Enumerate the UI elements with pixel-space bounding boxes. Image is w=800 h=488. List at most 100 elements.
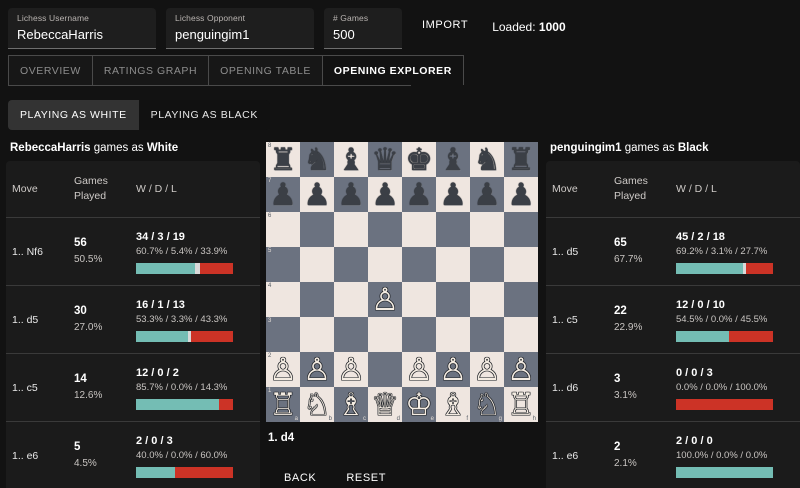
board-square-c2[interactable]: ♙ — [334, 352, 368, 387]
table-row[interactable]: 1.. d6 3 3.1% 0 / 0 / 3 0.0% / 0.0% / 100.0% — [546, 353, 800, 421]
white-pawn-icon[interactable]: ♙ — [303, 352, 331, 387]
white-bishop-icon[interactable]: ♗ — [439, 387, 467, 422]
board-square-e7[interactable]: ♟ — [402, 177, 436, 212]
board-square-f1[interactable]: f ♗ — [436, 387, 470, 422]
import-button[interactable]: IMPORT — [412, 11, 478, 39]
board-square-a8[interactable]: 8 ♜ — [266, 142, 300, 177]
lichess-username-field[interactable]: Lichess Username RebeccaHarris — [8, 8, 156, 49]
board-square-b4[interactable] — [300, 282, 334, 317]
board-square-b1[interactable]: b ♘ — [300, 387, 334, 422]
board-square-c6[interactable] — [334, 212, 368, 247]
white-knight-icon[interactable]: ♘ — [303, 387, 331, 422]
subtab-playing-as-white[interactable]: PLAYING AS WHITE — [8, 100, 139, 130]
black-pawn-icon[interactable]: ♟ — [405, 177, 433, 212]
board-square-f5[interactable] — [436, 247, 470, 282]
board-square-h6[interactable] — [504, 212, 538, 247]
tab-opening-table[interactable]: OPENING TABLE — [209, 55, 323, 85]
board-square-d6[interactable] — [368, 212, 402, 247]
board-square-d4[interactable]: ♙ — [368, 282, 402, 317]
board-square-b5[interactable] — [300, 247, 334, 282]
board-square-f3[interactable] — [436, 317, 470, 352]
board-square-d2[interactable] — [368, 352, 402, 387]
board-square-b6[interactable] — [300, 212, 334, 247]
board-square-g2[interactable]: ♙ — [470, 352, 504, 387]
table-row[interactable]: 1.. d5 65 67.7% 45 / 2 / 18 69.2% / 3.1% / 2… — [546, 217, 800, 285]
board-square-c5[interactable] — [334, 247, 368, 282]
board-square-h8[interactable]: ♜ — [504, 142, 538, 177]
board-square-h3[interactable] — [504, 317, 538, 352]
black-knight-icon[interactable]: ♞ — [473, 142, 501, 177]
white-pawn-icon[interactable]: ♙ — [507, 352, 535, 387]
board-square-c4[interactable] — [334, 282, 368, 317]
white-pawn-icon[interactable]: ♙ — [439, 352, 467, 387]
white-pawn-icon[interactable]: ♙ — [269, 352, 297, 387]
board-square-e5[interactable] — [402, 247, 436, 282]
table-row[interactable]: 1.. d5 30 27.0% 16 / 1 / 13 53.3% / 3.3% / 4… — [6, 285, 260, 353]
board-square-b3[interactable] — [300, 317, 334, 352]
board-square-e4[interactable] — [402, 282, 436, 317]
board-square-f2[interactable]: ♙ — [436, 352, 470, 387]
black-rook-icon[interactable]: ♜ — [269, 142, 297, 177]
board-square-g3[interactable] — [470, 317, 504, 352]
reset-button[interactable]: RESET — [338, 466, 394, 488]
board-square-d1[interactable]: d ♕ — [368, 387, 402, 422]
white-knight-icon[interactable]: ♘ — [473, 387, 501, 422]
board-square-e2[interactable]: ♙ — [402, 352, 436, 387]
back-button[interactable]: BACK — [276, 466, 324, 488]
board-square-e1[interactable]: e ♔ — [402, 387, 436, 422]
board-square-g4[interactable] — [470, 282, 504, 317]
board-square-h2[interactable]: ♙ — [504, 352, 538, 387]
lichess-opponent-value[interactable]: penguingim1 — [175, 27, 250, 42]
board-square-a2[interactable]: 2 ♙ — [266, 352, 300, 387]
black-pawn-icon[interactable]: ♟ — [371, 177, 399, 212]
table-row[interactable]: 1.. e6 5 4.5% 2 / 0 / 3 40.0% / 0.0% / 60.0% — [6, 421, 260, 488]
table-row[interactable]: 1.. c5 14 12.6% 12 / 0 / 2 85.7% / 0.0% / 14… — [6, 353, 260, 421]
board-square-f4[interactable] — [436, 282, 470, 317]
tab-opening-explorer[interactable]: OPENING EXPLORER — [322, 55, 464, 85]
board-square-c3[interactable] — [334, 317, 368, 352]
white-pawn-icon[interactable]: ♙ — [405, 352, 433, 387]
num-games-value[interactable]: 500 — [333, 27, 355, 42]
white-king-icon[interactable]: ♔ — [405, 387, 433, 422]
board-square-c1[interactable]: c ♗ — [334, 387, 368, 422]
board-square-f8[interactable]: ♝ — [436, 142, 470, 177]
black-pawn-icon[interactable]: ♟ — [303, 177, 331, 212]
white-rook-icon[interactable]: ♖ — [269, 387, 297, 422]
board-square-h7[interactable]: ♟ — [504, 177, 538, 212]
black-queen-icon[interactable]: ♛ — [371, 142, 399, 177]
board-square-d5[interactable] — [368, 247, 402, 282]
chess-board[interactable]: 8 ♜ ♞ ♝ ♛ ♚ ♝ ♞ ♜ 7 ♟ ♟ ♟ ♟ ♟ ♟ ♟ ♟ 6 5 4 ♙ 3 2 ♙ ♙ ♙ ♙ ♙ ♙ ♙ 1 a ♖ b ♘ c ♗ d ♕… — [266, 142, 538, 422]
board-square-g5[interactable] — [470, 247, 504, 282]
black-king-icon[interactable]: ♚ — [405, 142, 433, 177]
board-square-g8[interactable]: ♞ — [470, 142, 504, 177]
black-rook-icon[interactable]: ♜ — [507, 142, 535, 177]
board-square-c7[interactable]: ♟ — [334, 177, 368, 212]
white-bishop-icon[interactable]: ♗ — [337, 387, 365, 422]
board-square-a3[interactable]: 3 — [266, 317, 300, 352]
board-square-f6[interactable] — [436, 212, 470, 247]
subtab-playing-as-black[interactable]: PLAYING AS BLACK — [138, 100, 270, 130]
black-pawn-icon[interactable]: ♟ — [269, 177, 297, 212]
black-pawn-icon[interactable]: ♟ — [337, 177, 365, 212]
board-square-d7[interactable]: ♟ — [368, 177, 402, 212]
board-square-b7[interactable]: ♟ — [300, 177, 334, 212]
table-row[interactable]: 1.. c5 22 22.9% 12 / 0 / 10 54.5% / 0.0% / 4… — [546, 285, 800, 353]
board-square-c8[interactable]: ♝ — [334, 142, 368, 177]
board-square-b2[interactable]: ♙ — [300, 352, 334, 387]
tab-ratings-graph[interactable]: RATINGS GRAPH — [92, 55, 210, 85]
black-pawn-icon[interactable]: ♟ — [507, 177, 535, 212]
board-square-d3[interactable] — [368, 317, 402, 352]
board-square-a7[interactable]: 7 ♟ — [266, 177, 300, 212]
white-queen-icon[interactable]: ♕ — [371, 387, 399, 422]
table-row[interactable]: 1.. Nf6 56 50.5% 34 / 3 / 19 60.7% / 5.4% / … — [6, 217, 260, 285]
board-square-a4[interactable]: 4 — [266, 282, 300, 317]
white-pawn-icon[interactable]: ♙ — [371, 282, 399, 317]
board-square-a6[interactable]: 6 — [266, 212, 300, 247]
white-pawn-icon[interactable]: ♙ — [337, 352, 365, 387]
board-square-g6[interactable] — [470, 212, 504, 247]
board-square-h5[interactable] — [504, 247, 538, 282]
board-square-g7[interactable]: ♟ — [470, 177, 504, 212]
black-knight-icon[interactable]: ♞ — [303, 142, 331, 177]
board-square-h4[interactable] — [504, 282, 538, 317]
black-pawn-icon[interactable]: ♟ — [439, 177, 467, 212]
